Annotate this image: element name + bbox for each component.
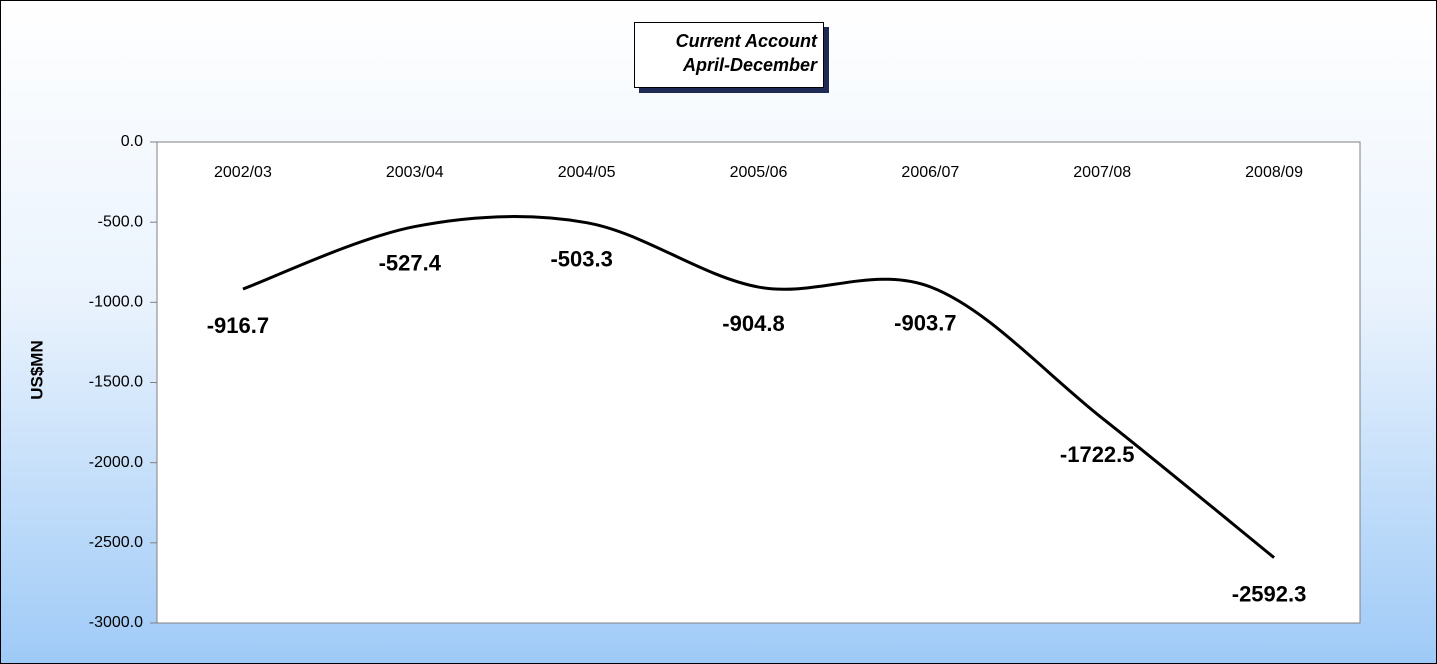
data-label: -503.3	[550, 247, 612, 272]
y-tick-label: -3000.0	[89, 614, 143, 631]
y-tick-label: -500.0	[98, 213, 143, 230]
x-tick-label: 2002/03	[214, 164, 272, 181]
data-label: -904.8	[722, 311, 784, 336]
x-tick-label: 2007/08	[1073, 164, 1131, 181]
plot-area	[156, 141, 1361, 624]
data-label: -903.7	[894, 311, 956, 336]
data-label: -2592.3	[1232, 581, 1307, 606]
x-tick-label: 2004/05	[558, 164, 616, 181]
y-tick-label: -2500.0	[89, 534, 143, 551]
line	[242, 215, 1276, 559]
x-tick-label: 2006/07	[901, 164, 959, 181]
y-tick-label: -1500.0	[89, 374, 143, 391]
data-label: -916.7	[207, 313, 269, 338]
y-axis-label: US$MN	[27, 340, 46, 400]
x-tick-label: 2005/06	[730, 164, 788, 181]
chart-title: Current Account April-December	[634, 22, 824, 88]
x-tick-label: 2003/04	[386, 164, 444, 181]
data-label: -527.4	[379, 250, 442, 275]
data-label: -1722.5	[1060, 442, 1135, 467]
y-tick-label: -2000.0	[89, 454, 143, 471]
y-tick-label: -1000.0	[89, 294, 143, 311]
y-tick-label: 0.0	[121, 133, 143, 150]
x-tick-label: 2008/09	[1245, 164, 1303, 181]
